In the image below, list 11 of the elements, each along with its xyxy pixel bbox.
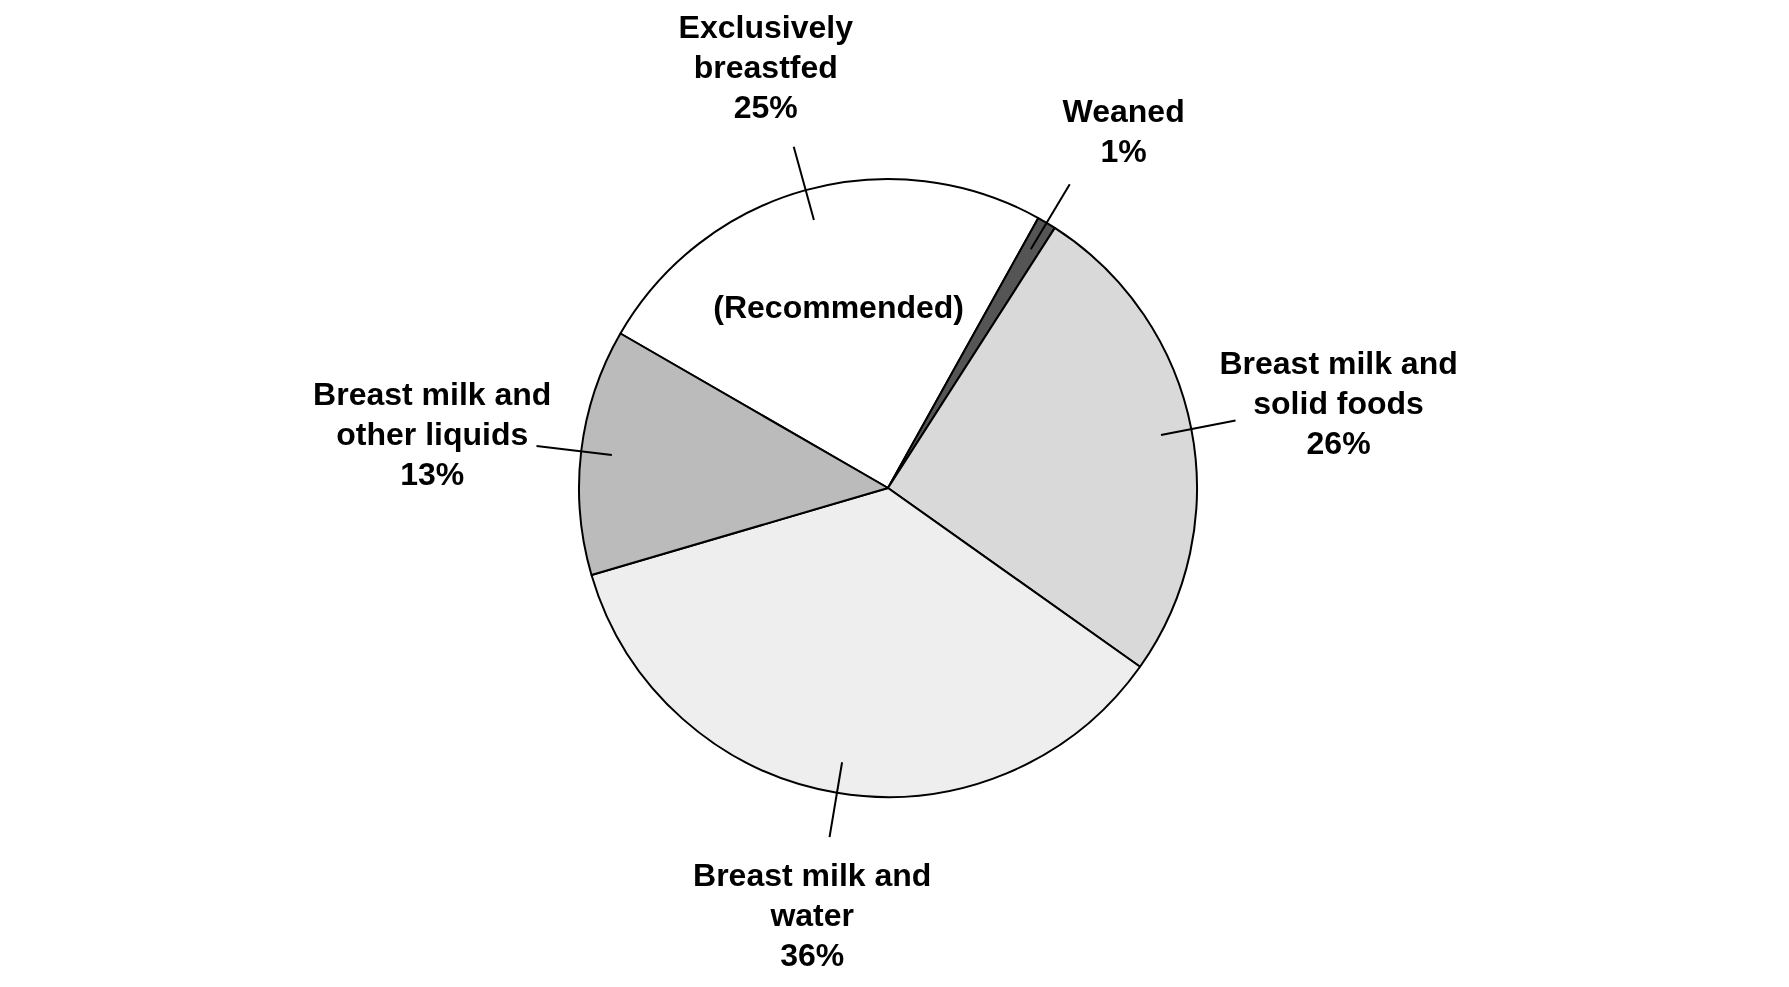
slice-label: Weaned bbox=[1062, 93, 1185, 130]
slice-label: Exclusively breastfed bbox=[678, 8, 854, 85]
slice-label: Breast milk and water bbox=[693, 856, 932, 933]
slice-label: Breast milk and other liquids bbox=[313, 376, 552, 453]
data-label: 36% bbox=[780, 936, 845, 973]
data-label: 13% bbox=[400, 456, 465, 493]
data-label: 26% bbox=[1306, 424, 1371, 461]
text: (Recommended) bbox=[713, 289, 964, 326]
data-label: 1% bbox=[1100, 133, 1147, 170]
data-label: 25% bbox=[733, 88, 798, 125]
slice-label: Breast milk and solid foods bbox=[1219, 344, 1458, 421]
